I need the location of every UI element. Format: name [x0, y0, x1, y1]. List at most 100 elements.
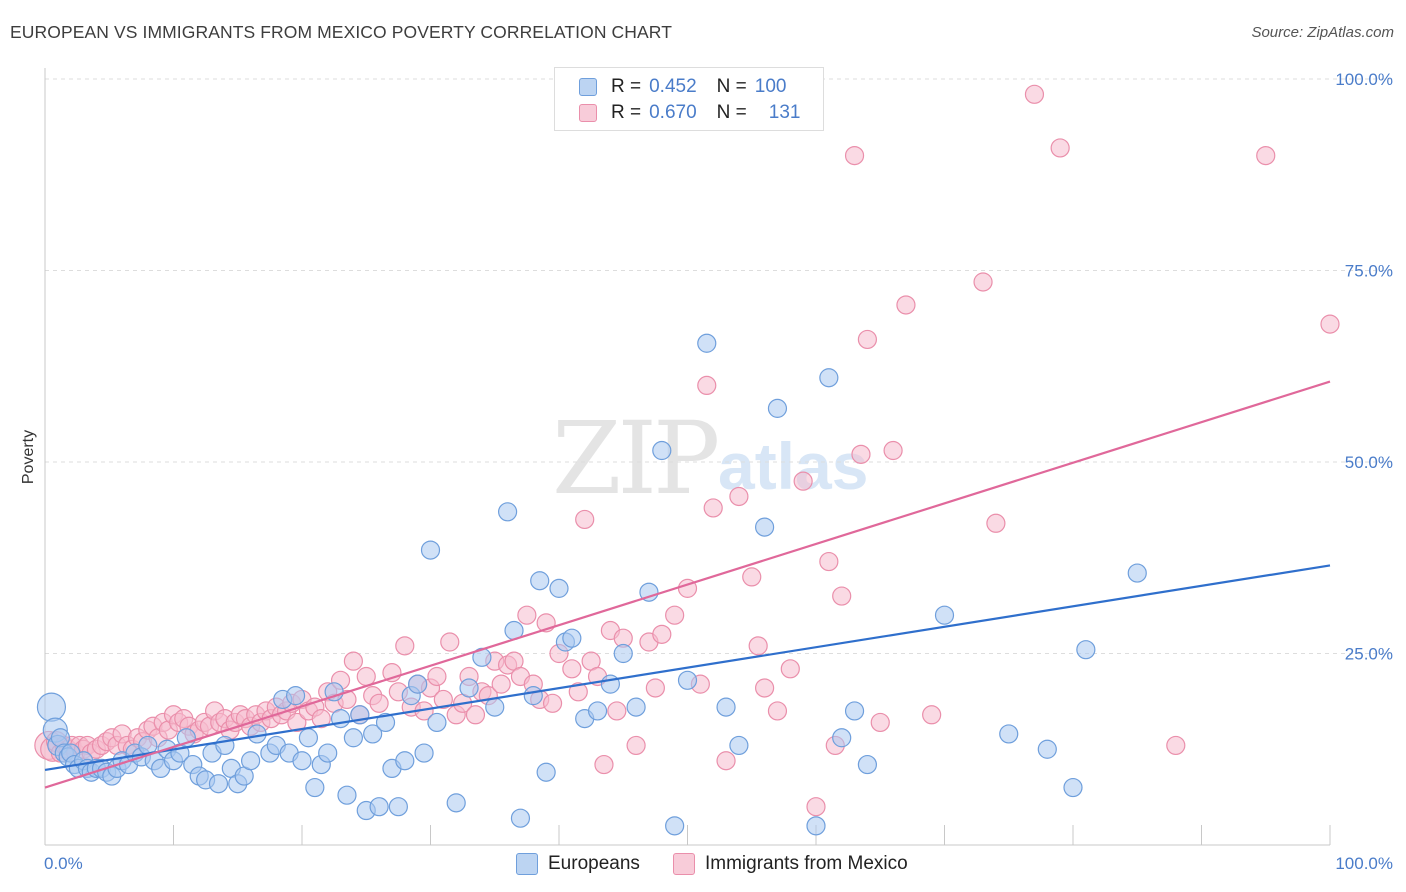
legend-swatch-europeans — [579, 78, 597, 96]
mexico-point — [729, 486, 749, 507]
source-credit: Source: ZipAtlas.com — [1251, 24, 1394, 41]
european-point — [510, 808, 531, 828]
mexico-point — [1166, 735, 1186, 756]
mexico-point — [607, 701, 627, 721]
mexico-point — [748, 636, 768, 656]
european-point — [318, 743, 338, 763]
european-point — [832, 728, 852, 748]
legend-r-label: R = — [611, 102, 642, 123]
legend-item-europeans: Europeans — [516, 852, 640, 876]
mexico-point — [517, 605, 537, 625]
european-point — [369, 797, 389, 817]
mexico-point — [851, 444, 871, 464]
y-tick-label: 75.0% — [1345, 262, 1393, 281]
mexico-point — [369, 693, 389, 713]
european-point — [292, 751, 312, 771]
mexico-point — [819, 551, 839, 572]
european-point — [337, 785, 357, 805]
y-tick-label: 25.0% — [1345, 645, 1393, 664]
x-tick-label: 0.0% — [44, 854, 83, 873]
mexico-point — [703, 498, 723, 518]
european-point — [549, 578, 569, 598]
european-point — [523, 686, 543, 706]
mexico-point — [857, 329, 878, 350]
europeans-trend-line — [44, 564, 1331, 772]
european-point — [819, 368, 839, 388]
european-point — [716, 697, 736, 717]
european-point — [587, 701, 608, 721]
legend-swatch-europeans — [516, 853, 538, 875]
mexico-point — [742, 567, 762, 587]
european-point — [626, 697, 646, 717]
european-point — [530, 571, 550, 591]
legend-r-label: R = — [611, 76, 642, 97]
mexico-point — [883, 440, 903, 461]
european-point — [388, 797, 408, 817]
european-point — [498, 502, 518, 522]
european-point — [324, 682, 344, 702]
european-point — [697, 333, 717, 353]
mexico-point — [793, 471, 813, 491]
mexico-point — [652, 624, 672, 644]
mexico-point — [491, 674, 511, 694]
mexico-point — [433, 689, 453, 710]
european-point — [459, 678, 479, 698]
european-point — [934, 605, 955, 625]
legend-swatch-mexico — [673, 853, 695, 875]
mexico-point — [542, 693, 563, 713]
european-point — [857, 754, 878, 775]
mexico-point — [780, 659, 800, 679]
european-point — [999, 724, 1019, 744]
mexico-point — [427, 666, 447, 687]
european-point — [298, 728, 319, 748]
european-point — [1076, 640, 1096, 660]
legend-row-mexico: R = 0.670 N = 131 — [579, 101, 800, 125]
european-point — [472, 647, 492, 667]
european-point — [613, 643, 633, 664]
european-point — [395, 751, 415, 771]
legend-label-mexico: Immigrants from Mexico — [705, 853, 908, 874]
mexico-point — [311, 709, 331, 729]
mexico-point — [626, 735, 646, 756]
legend-item-mexico: Immigrants from Mexico — [673, 852, 908, 876]
european-point — [754, 517, 775, 537]
mexico-point — [973, 272, 993, 292]
y-tick-label: 50.0% — [1345, 453, 1393, 472]
european-point — [414, 743, 434, 763]
x-tick-label: 100.0% — [1335, 854, 1393, 873]
european-point — [285, 686, 306, 706]
stats-legend: R = 0.452 N = 100 R = 0.670 N = 131 — [554, 67, 824, 131]
mexico-point — [465, 705, 486, 725]
legend-label-europeans: Europeans — [548, 853, 640, 874]
european-point — [446, 793, 466, 813]
european-point — [215, 735, 235, 756]
european-point — [247, 724, 267, 744]
mexico-point — [806, 797, 826, 817]
european-point — [1127, 563, 1147, 583]
mexico-point — [395, 636, 415, 656]
mexico-point — [844, 146, 865, 166]
european-point — [1063, 777, 1083, 798]
european-point — [408, 674, 428, 694]
watermark-zip: ZIP — [552, 400, 720, 517]
european-point — [343, 728, 363, 748]
legend-n-label: N = — [716, 76, 747, 97]
mexico-point — [575, 509, 595, 530]
y-axis-title: Poverty — [20, 430, 37, 484]
european-point — [677, 670, 698, 690]
european-point — [427, 712, 447, 733]
series-legend: Europeans Immigrants from Mexico — [0, 852, 1406, 876]
mexico-point — [754, 678, 775, 698]
european-point — [729, 735, 749, 756]
european-point — [806, 816, 826, 836]
european-point — [562, 628, 582, 648]
mexico-point — [665, 605, 685, 625]
european-point — [665, 816, 685, 836]
legend-row-europeans: R = 0.452 N = 100 — [579, 75, 786, 99]
legend-r-value: 0.452 — [649, 76, 697, 97]
mexico-point — [697, 375, 717, 395]
legend-n-label: N = — [716, 102, 747, 123]
mexico-point — [568, 682, 588, 702]
mexico-point — [767, 701, 788, 721]
legend-n-value: 100 — [754, 76, 787, 97]
